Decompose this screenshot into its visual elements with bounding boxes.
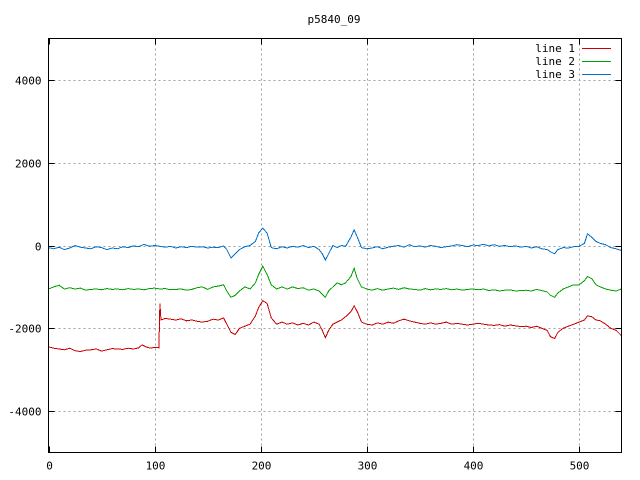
axis-ticks: 0 100 200 300 400 500 -4000 -2000 0 2000 4000 — [8, 38, 622, 473]
legend-label-1: line 1 — [535, 42, 575, 55]
series-line-3 — [48, 227, 622, 262]
x-tick-label: 500 — [570, 460, 590, 473]
plot-frame — [48, 38, 622, 453]
y-tick-label: -4000 — [8, 406, 41, 419]
y-tick-label: 0 — [35, 241, 42, 254]
x-tick-label: 200 — [252, 460, 272, 473]
x-tick-label: 0 — [46, 460, 53, 473]
grid — [48, 38, 622, 453]
y-tick-label: 2000 — [15, 158, 42, 171]
y-tick-label: -2000 — [8, 323, 41, 336]
legend-label-2: line 2 — [535, 55, 575, 68]
legend-label-3: line 3 — [535, 68, 575, 81]
series-group — [48, 227, 622, 353]
chart-title: p5840_09 — [308, 13, 361, 26]
y-tick-label: 4000 — [15, 75, 42, 88]
series-line-1 — [48, 299, 622, 353]
x-tick-label: 300 — [358, 460, 378, 473]
series-line-2 — [48, 265, 622, 299]
x-tick-label: 100 — [146, 460, 166, 473]
x-tick-label: 400 — [464, 460, 484, 473]
